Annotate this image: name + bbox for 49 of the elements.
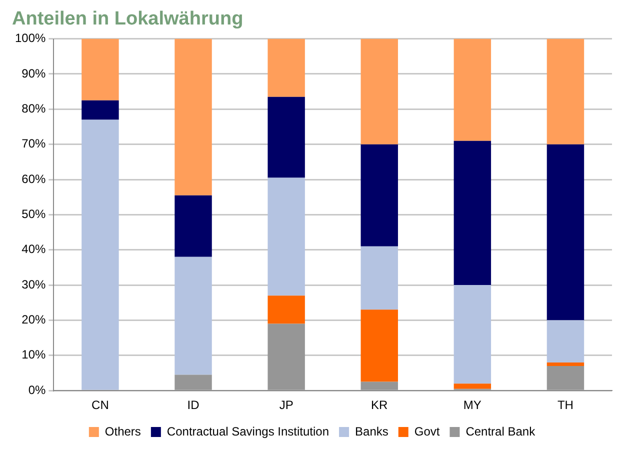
bar: [546, 320, 584, 362]
x-tick-label: TH: [557, 398, 574, 412]
y-tick-label: 80%: [22, 101, 46, 116]
bar: [268, 296, 305, 324]
bar: [546, 38, 584, 144]
bar: [268, 96, 305, 178]
bar: [268, 178, 305, 296]
bar: [454, 38, 492, 141]
bar: [546, 362, 584, 366]
x-tick-label: KR: [371, 398, 388, 412]
chart-title: Anteilen in Lokalwährung: [12, 8, 244, 30]
bar: [454, 140, 492, 286]
y-tick-label: 60%: [22, 172, 46, 186]
bar: [360, 246, 398, 310]
bar: [174, 38, 212, 196]
legend-label: Central Bank: [466, 424, 536, 438]
bar: [82, 100, 119, 120]
bar: [268, 38, 305, 97]
y-tick-label: 0%: [28, 382, 46, 397]
legend-label: Govt: [414, 424, 440, 438]
bar: [174, 374, 212, 390]
bar: [82, 38, 119, 100]
x-tick-label: MY: [463, 398, 482, 412]
y-tick-label: 90%: [22, 66, 46, 80]
y-tick-label: 10%: [22, 348, 46, 362]
bar: [546, 144, 584, 320]
legend-label: Contractual Savings Institution: [166, 424, 330, 438]
y-tick-label: 100%: [14, 31, 46, 46]
bar: [174, 195, 212, 257]
y-tick-label: 50%: [22, 207, 46, 222]
bar: [360, 144, 398, 246]
y-tick-label: 30%: [22, 277, 46, 292]
legend-label: Others: [104, 424, 141, 438]
bar: [268, 324, 305, 390]
bar: [360, 310, 398, 382]
bar: [546, 366, 584, 390]
x-tick-label: CN: [92, 398, 109, 412]
legend-label: Banks: [355, 424, 388, 438]
x-tick-label: JP: [279, 398, 294, 412]
bar: [454, 285, 492, 384]
bar: [174, 256, 212, 375]
bar: [360, 382, 398, 390]
bar: [82, 120, 119, 390]
y-tick-label: 20%: [22, 312, 46, 327]
bar: [454, 384, 492, 389]
x-tick-label: ID: [187, 398, 200, 412]
y-tick-label: 40%: [22, 242, 46, 256]
bar: [360, 38, 398, 144]
y-tick-label: 70%: [22, 136, 46, 151]
